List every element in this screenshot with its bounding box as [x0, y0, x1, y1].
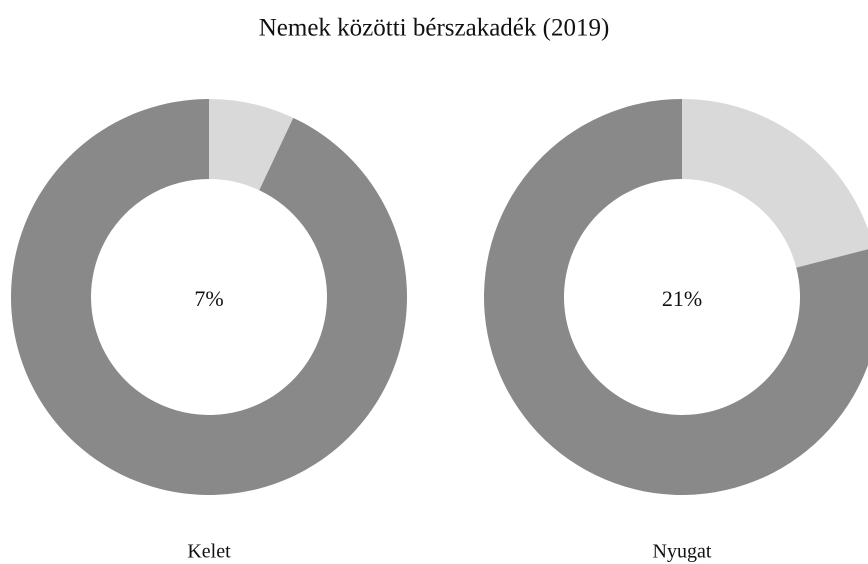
- chart-title: Nemek közötti bérszakadék (2019): [259, 15, 610, 42]
- donut-segment: [484, 99, 868, 495]
- donut-label: Kelet: [187, 541, 231, 563]
- center-label: 7%: [194, 286, 223, 311]
- donut-segment: [10, 99, 408, 495]
- donut-segment: [682, 99, 868, 268]
- center-label: 21%: [662, 286, 702, 311]
- donut-label: Nyugat: [653, 541, 712, 563]
- donut-segment: [209, 99, 294, 191]
